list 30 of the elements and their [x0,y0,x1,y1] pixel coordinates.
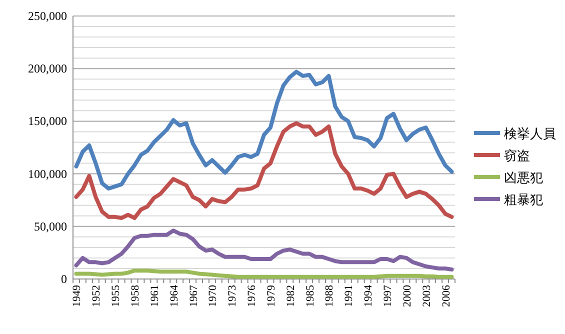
x-tick-label: 1952 [90,285,103,307]
x-tick-label: 1988 [324,284,336,307]
x-tick-label: 1991 [343,285,356,307]
x-tick-label: 2000 [401,284,414,307]
x-tick-label: 1967 [188,284,200,307]
x-tick-label: 1982 [284,285,297,307]
x-tick-label: 1994 [362,284,375,307]
x-tick-label: 2006 [440,284,452,307]
y-tick-label: 200,000 [28,62,67,76]
x-tick-label: 1976 [246,284,258,307]
x-tick-label: 1961 [148,285,161,307]
x-tick-label: 1985 [304,284,316,307]
y-tick-label: 100,000 [28,166,67,181]
y-tick-label: 250,000 [28,9,67,23]
x-tick-label: 1955 [110,284,122,307]
x-tick-label: 2003 [420,284,433,307]
y-tick-label: 150,000 [28,114,67,128]
legend-label: 凶悪犯 [504,170,543,185]
x-tick-label: 1958 [130,284,142,307]
y-tick-label: 0 [61,272,67,286]
x-tick-label: 1964 [168,284,180,307]
legend-label: 窃盗 [504,148,530,163]
x-tick-label: 1973 [226,284,239,307]
legend-label: 検挙人員 [504,126,556,141]
y-tick-label: 50,000 [34,219,67,234]
x-tick-label: 1997 [382,284,394,307]
x-tick-label: 1949 [71,284,84,307]
x-tick-label: 1979 [265,284,278,307]
legend-label: 粗暴犯 [504,192,543,207]
x-tick-label: 1970 [207,284,220,307]
